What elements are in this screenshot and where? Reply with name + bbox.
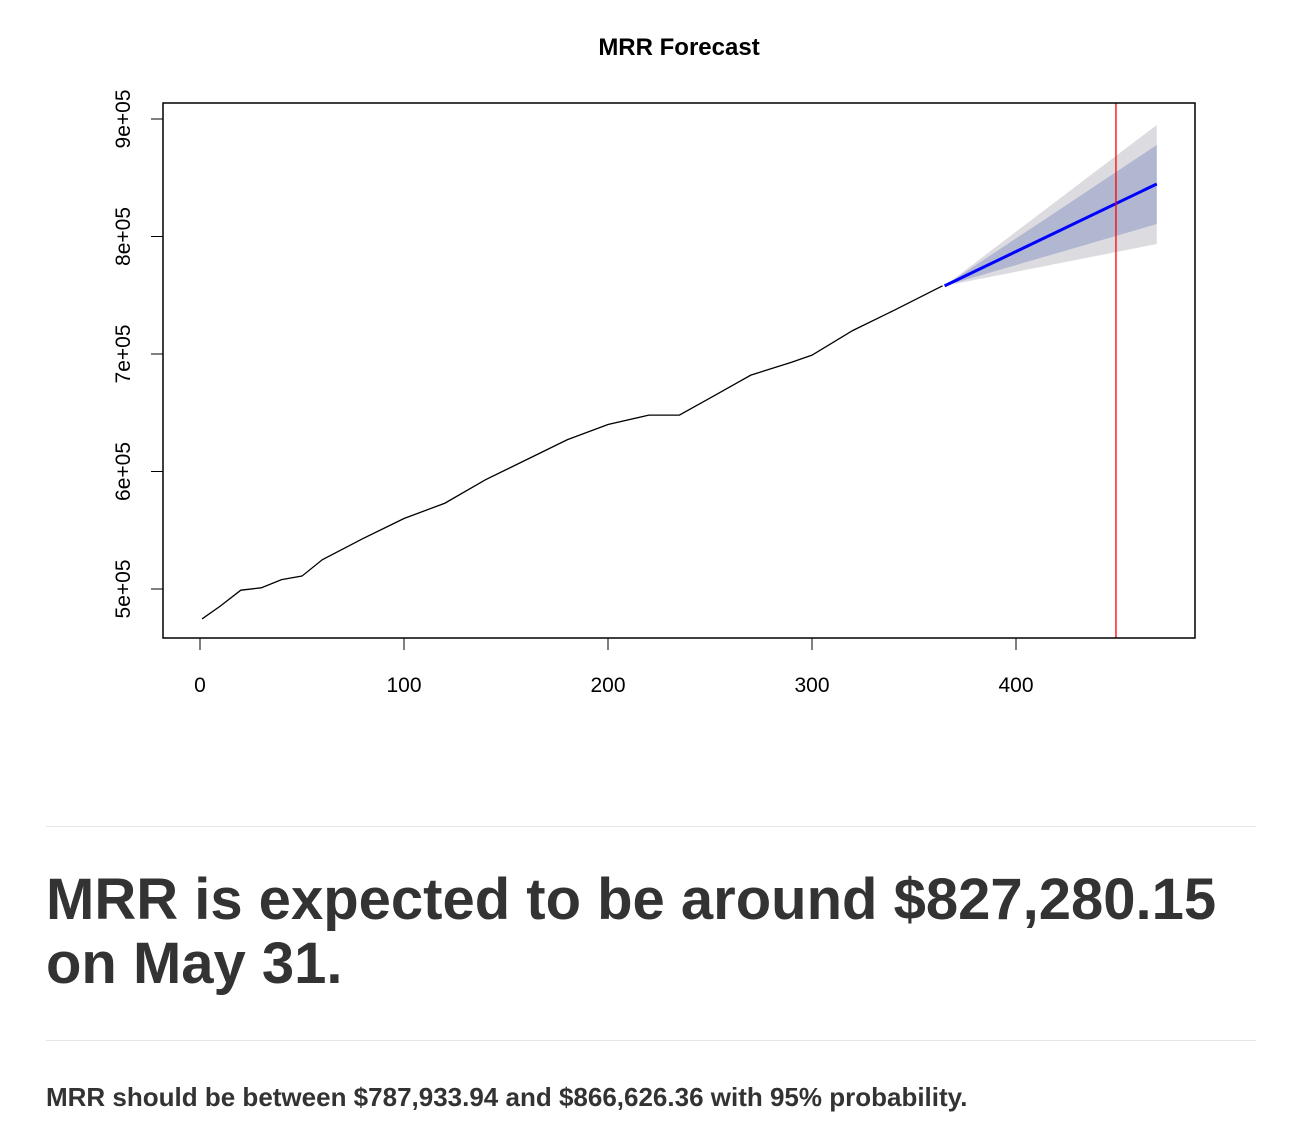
forecast-headline: MRR is expected to be around $827,280.15… (46, 867, 1217, 996)
y-tick-label: 8e+05 (112, 207, 135, 266)
history-line (201, 285, 943, 620)
confidence-range-text: MRR should be between $787,933.94 and $8… (46, 1082, 968, 1112)
band-80pct (944, 144, 1157, 286)
y-tick-label: 6e+05 (112, 442, 135, 501)
divider (46, 1040, 1256, 1041)
band-95pct (944, 124, 1157, 286)
x-tick-label: 300 (794, 674, 829, 697)
plot-frame (162, 102, 1196, 639)
y-tick-label: 5e+05 (112, 560, 135, 619)
x-tick-label: 0 (194, 674, 206, 697)
divider (46, 826, 1256, 827)
forecast-line (943, 182, 1158, 288)
y-tick-label: 9e+05 (112, 90, 135, 149)
mrr-forecast-chart: MRR Forecast 0 100 200 300 400 5e+05 6e+05 7e+0… (112, 34, 1196, 697)
x-tick-label: 100 (386, 674, 421, 697)
y-tick-label: 7e+05 (112, 325, 135, 384)
x-tick-label: 400 (998, 674, 1033, 697)
chart-title: MRR Forecast (598, 34, 759, 61)
x-tick-label: 200 (590, 674, 625, 697)
